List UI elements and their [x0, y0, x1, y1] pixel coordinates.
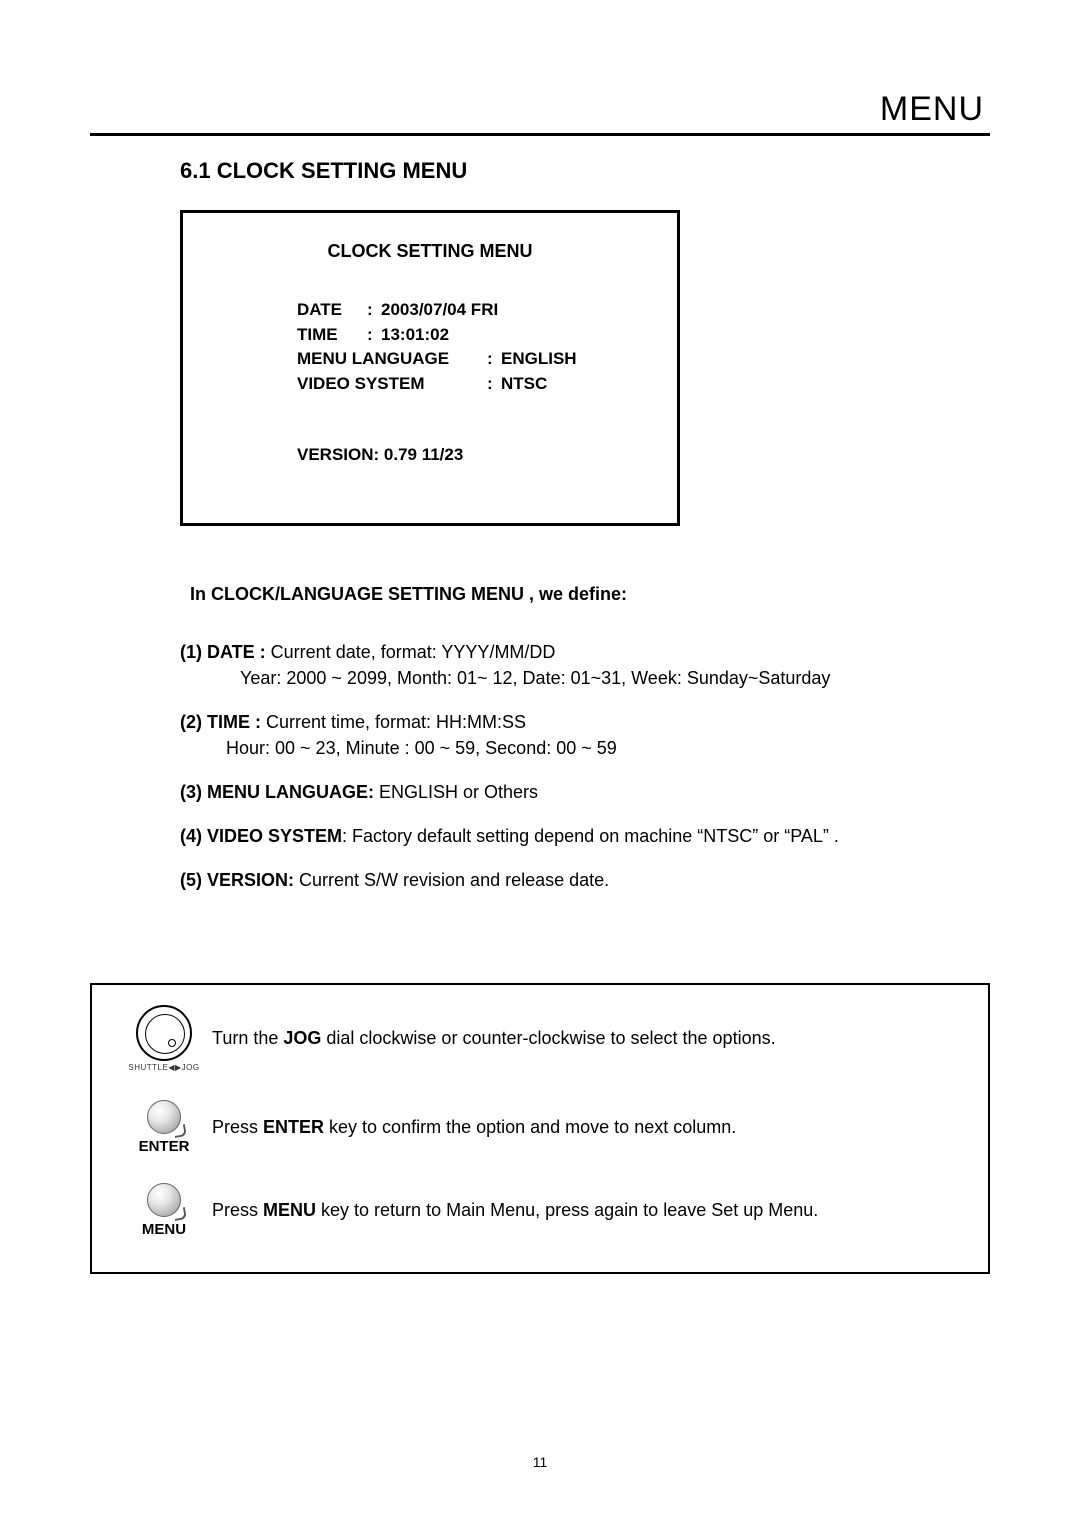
menu-text-pre: Press [212, 1200, 263, 1220]
def-item-version: (5) VERSION: Current S/W revision and re… [180, 867, 990, 893]
control-row-menu: MENU Press MENU key to return to Main Me… [116, 1183, 964, 1238]
menu-text-post: key to return to Main Menu, press again … [316, 1200, 818, 1220]
page-header-title: MENU [90, 90, 990, 129]
definitions-intro: In CLOCK/LANGUAGE SETTING MENU , we defi… [190, 584, 990, 605]
menu-label-time: TIME [297, 323, 367, 348]
header-rule [90, 133, 990, 136]
document-page: MENU 6.1 CLOCK SETTING MENU CLOCK SETTIN… [0, 0, 1080, 1334]
def-item-date: (1) DATE : Current date, format: YYYY/MM… [180, 639, 990, 691]
enter-button-icon [147, 1100, 181, 1134]
def-text-video-system: : Factory default setting depend on mach… [342, 826, 839, 846]
enter-button-label: ENTER [116, 1138, 212, 1155]
menu-button-label: MENU [116, 1221, 212, 1238]
jog-icon-col: SHUTTLE◀▶JOG [116, 1005, 212, 1072]
menu-label-language: MENU LANGUAGE [297, 347, 487, 372]
menu-colon: : [367, 323, 381, 348]
def-item-video-system: (4) VIDEO SYSTEM: Factory default settin… [180, 823, 990, 849]
jog-dial-icon [136, 1005, 192, 1061]
menu-text-bold: MENU [263, 1200, 316, 1220]
def-text-date: Current date, format: YYYY/MM/DD [271, 642, 556, 662]
menu-box-title: CLOCK SETTING MENU [213, 241, 647, 262]
enter-text: Press ENTER key to confirm the option an… [212, 1117, 964, 1138]
def-label-language: (3) MENU LANGUAGE: [180, 782, 379, 802]
menu-value-time: 13:01:02 [381, 323, 449, 348]
control-row-enter: ENTER Press ENTER key to confirm the opt… [116, 1100, 964, 1155]
menu-row-date: DATE : 2003/07/04 FRI [213, 298, 647, 323]
menu-value-video-system: NTSC [501, 372, 547, 397]
def-label-video-system: (4) VIDEO SYSTEM [180, 826, 342, 846]
menu-icon-col: MENU [116, 1183, 212, 1238]
menu-colon: : [487, 347, 501, 372]
menu-colon: : [487, 372, 501, 397]
def-item-language: (3) MENU LANGUAGE: ENGLISH or Others [180, 779, 990, 805]
jog-caption: SHUTTLE◀▶JOG [116, 1063, 212, 1072]
menu-colon: : [367, 298, 381, 323]
menu-value-language: ENGLISH [501, 347, 577, 372]
section-heading: 6.1 CLOCK SETTING MENU [180, 158, 990, 184]
enter-icon-col: ENTER [116, 1100, 212, 1155]
definitions-block: In CLOCK/LANGUAGE SETTING MENU , we defi… [180, 584, 990, 894]
jog-text-bold: JOG [283, 1028, 321, 1048]
menu-button-icon [147, 1183, 181, 1217]
jog-text-post: dial clockwise or counter-clockwise to s… [321, 1028, 775, 1048]
menu-row-time: TIME : 13:01:02 [213, 323, 647, 348]
def-label-time: (2) TIME : [180, 712, 266, 732]
def-text-version: Current S/W revision and release date. [299, 870, 609, 890]
enter-text-post: key to confirm the option and move to ne… [324, 1117, 736, 1137]
menu-value-date: 2003/07/04 FRI [381, 298, 498, 323]
menu-text: Press MENU key to return to Main Menu, p… [212, 1200, 964, 1221]
jog-text: Turn the JOG dial clockwise or counter-c… [212, 1028, 964, 1049]
def-text-language: ENGLISH or Others [379, 782, 538, 802]
menu-label-date: DATE [297, 298, 367, 323]
menu-version: VERSION: 0.79 11/23 [213, 445, 647, 465]
menu-row-video-system: VIDEO SYSTEM : NTSC [213, 372, 647, 397]
def-text-time: Current time, format: HH:MM:SS [266, 712, 526, 732]
def-cont-date: Year: 2000 ~ 2099, Month: 01~ 12, Date: … [180, 665, 990, 691]
def-item-time: (2) TIME : Current time, format: HH:MM:S… [180, 709, 990, 761]
page-number: 11 [0, 1454, 1080, 1470]
controls-box: SHUTTLE◀▶JOG Turn the JOG dial clockwise… [90, 983, 990, 1274]
def-cont-time: Hour: 00 ~ 23, Minute : 00 ~ 59, Second:… [180, 735, 990, 761]
def-label-version: (5) VERSION: [180, 870, 299, 890]
enter-text-pre: Press [212, 1117, 263, 1137]
jog-text-pre: Turn the [212, 1028, 283, 1048]
control-row-jog: SHUTTLE◀▶JOG Turn the JOG dial clockwise… [116, 1005, 964, 1072]
menu-label-video-system: VIDEO SYSTEM [297, 372, 487, 397]
enter-text-bold: ENTER [263, 1117, 324, 1137]
def-label-date: (1) DATE : [180, 642, 271, 662]
menu-row-language: MENU LANGUAGE : ENGLISH [213, 347, 647, 372]
clock-setting-menu-box: CLOCK SETTING MENU DATE : 2003/07/04 FRI… [180, 210, 680, 526]
